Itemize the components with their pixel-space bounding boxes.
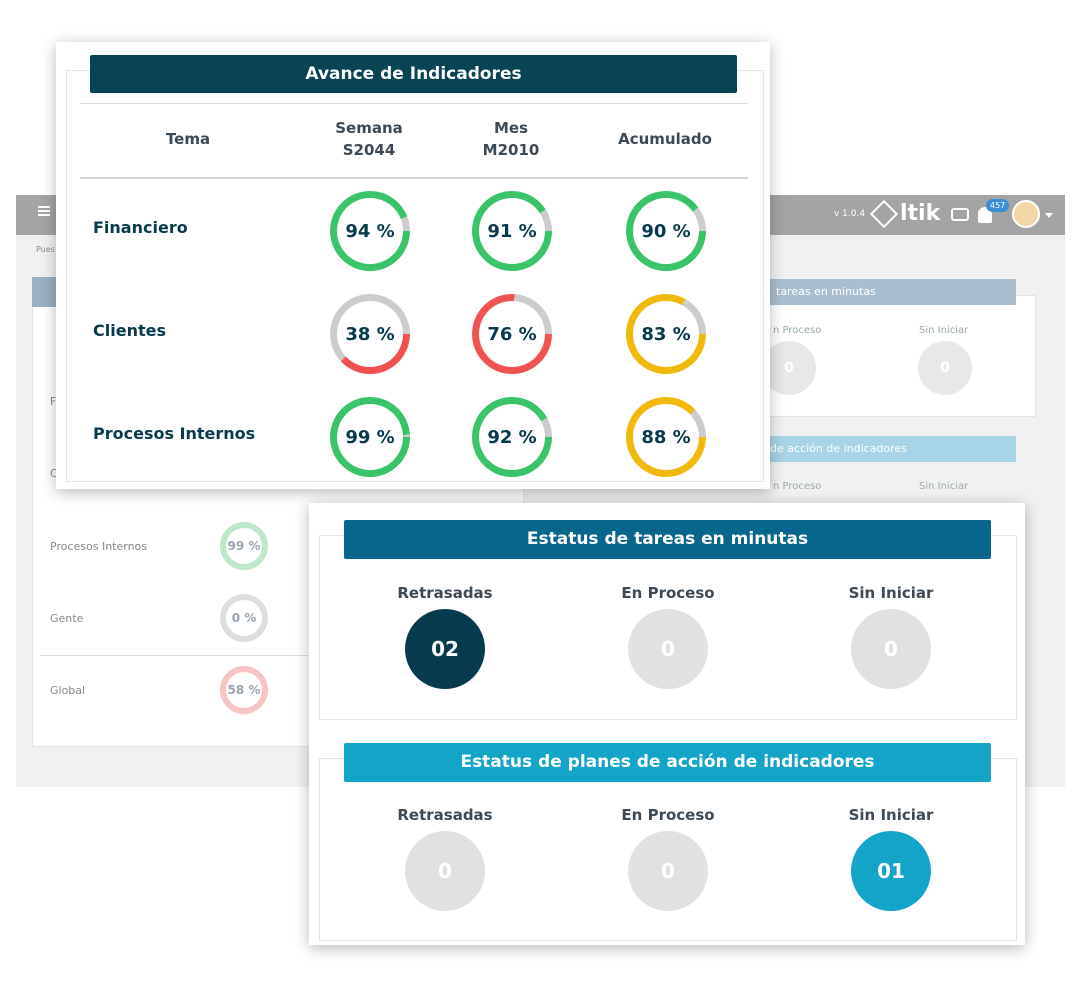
column-header-semana-label: Semana [335,119,403,137]
background-status-label: Sin Iniciar [919,325,969,336]
progress-ring: 90 % [626,191,706,271]
brand-name: ltik [900,201,941,226]
progress-value: 94 % [337,198,403,264]
background-row-label: C [50,467,58,480]
status-count[interactable]: 0 [628,609,708,689]
progress-value: 91 % [479,198,545,264]
progress-value: 38 % [337,301,403,367]
background-ring: 99 % [220,522,268,570]
progress-ring: 92 % [472,397,552,477]
progress-value: 83 % [633,301,699,367]
app-version: v 1.0.4 [834,209,866,219]
progress-value: 90 % [633,198,699,264]
progress-ring: 94 % [330,191,410,271]
hamburger-menu-icon[interactable] [38,206,50,208]
progress-value: 99 % [337,404,403,470]
column-header-mes: Mes M2010 [451,117,571,161]
notification-badge: 457 [986,199,1010,212]
column-header-mes-label: Mes [493,119,529,137]
background-row-label: Gente [50,612,84,625]
status-label: Retrasadas [397,806,493,824]
progress-value: 76 % [479,301,545,367]
progress-ring: 88 % [626,397,706,477]
progress-ring: 38 % [330,294,410,374]
background-status-header: de acción de indicadores [756,436,1016,462]
column-header-acumulado: Acumulado [618,130,712,148]
status-label: Sin Iniciar [848,806,934,824]
background-row-label: F [50,395,57,408]
background-ring: 0 % [220,594,268,642]
brand-logo[interactable]: ltik [869,199,941,228]
brand-mark-icon [869,199,899,228]
indicators-title: Avance de Indicadores [90,55,737,93]
divider [40,655,510,656]
column-header-semana-code: S2044 [342,141,396,159]
progress-value: 92 % [479,404,545,470]
tasks-status-title: Estatus de tareas en minutas [344,520,991,559]
progress-ring: 91 % [472,191,552,271]
status-count[interactable]: 02 [405,609,485,689]
progress-ring: 99 % [330,397,410,477]
chevron-down-icon[interactable] [1045,213,1053,218]
background-status-card [756,295,1036,417]
status-label: En Proceso [621,584,715,602]
avatar[interactable] [1012,200,1040,228]
status-count[interactable]: 0 [628,831,708,911]
background-status-label: n Proceso [773,325,822,336]
background-row-label: Global [50,684,86,697]
progress-ring: 76 % [472,294,552,374]
divider [80,103,748,104]
column-header-semana: Semana S2044 [309,117,429,161]
plans-status-title: Estatus de planes de acción de indicador… [344,743,991,782]
progress-ring: 83 % [626,294,706,374]
background-row-label: Procesos Internos [50,540,148,553]
progress-value: 88 % [633,404,699,470]
status-card: Estatus de tareas en minutas Estatus de … [309,503,1025,945]
row-label-procesos-internos: Procesos Internos [93,424,256,443]
status-label: Retrasadas [397,584,493,602]
indicators-card: Avance de Indicadores Tema Semana S2044 … [56,42,770,489]
mail-icon[interactable] [951,208,969,221]
row-label-financiero: Financiero [93,218,188,237]
background-status-label: n Proceso [773,481,822,492]
divider [80,177,748,179]
background-status-circle: 0 [762,341,816,395]
status-count[interactable]: 01 [851,831,931,911]
row-label-clientes: Clientes [93,321,166,340]
status-label: Sin Iniciar [848,584,934,602]
status-count[interactable]: 0 [405,831,485,911]
background-status-header: tareas en minutas [756,279,1016,305]
breadcrumb[interactable]: Pues [36,245,55,254]
status-count[interactable]: 0 [851,609,931,689]
column-header-tema: Tema [165,130,211,148]
background-status-circle: 0 [918,341,972,395]
background-ring: 58 % [220,666,268,714]
status-label: En Proceso [621,806,715,824]
column-header-mes-code: M2010 [482,141,540,159]
background-status-label: Sin Iniciar [919,481,969,492]
